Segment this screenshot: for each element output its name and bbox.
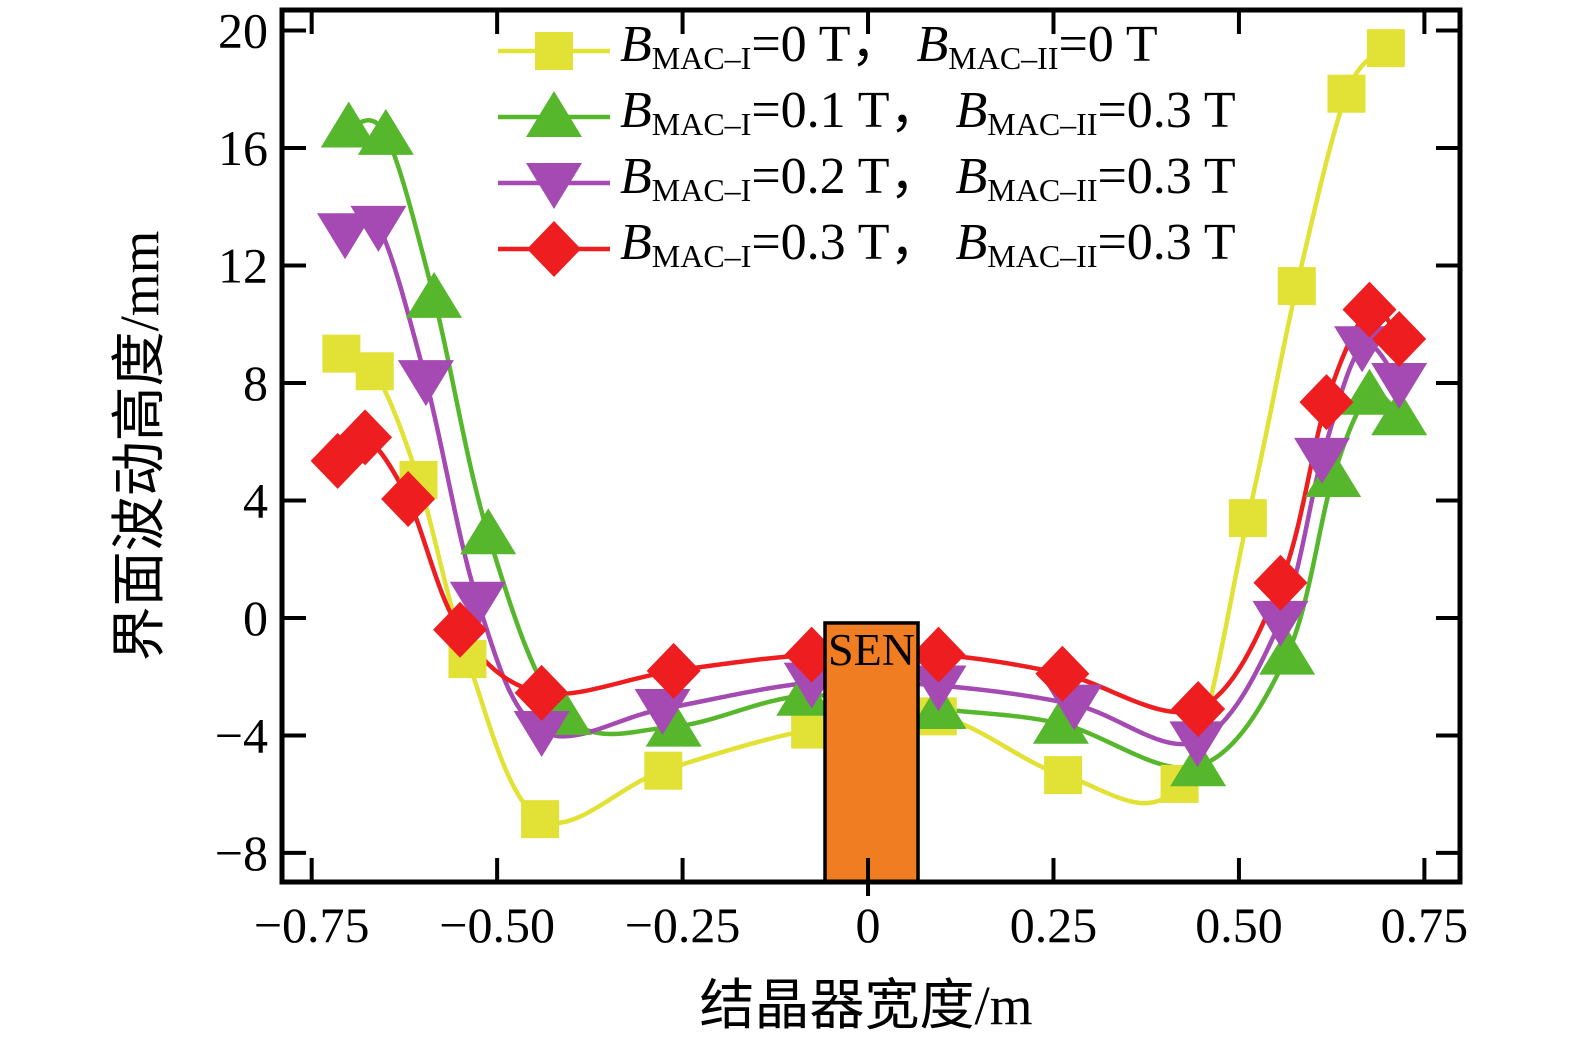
- y-tick-label: 8: [243, 355, 268, 411]
- data-point-marker: [317, 213, 374, 260]
- data-point-marker: [433, 601, 488, 658]
- x-tick-label: −0.25: [625, 897, 741, 953]
- data-point-marker: [1327, 74, 1366, 113]
- legend-item: BMAC–I=0.3 T， BMAC–II=0.3 T: [498, 214, 1236, 282]
- data-point-marker: [1371, 363, 1428, 410]
- data-point-marker: [381, 471, 436, 528]
- data-point-marker: [1277, 267, 1316, 306]
- x-tick-label: 0.50: [1195, 897, 1283, 953]
- data-point-marker: [1342, 281, 1397, 338]
- data-point-marker: [355, 352, 394, 391]
- y-tick-label: 4: [243, 472, 268, 528]
- legend-diamond-icon: [498, 221, 610, 277]
- y-axis-title: 界面波动高度/mm: [109, 230, 170, 662]
- data-point-marker: [1044, 756, 1083, 795]
- data-point-marker: [1341, 368, 1398, 415]
- legend-label: BMAC–I=0 T， BMAC–II=0 T: [620, 15, 1158, 76]
- data-point-marker: [397, 360, 454, 407]
- legend-label: BMAC–I=0.2 T， BMAC–II=0.3 T: [620, 147, 1236, 208]
- data-point-marker: [1371, 389, 1428, 436]
- y-tick-label: −4: [215, 707, 268, 763]
- data-point-marker: [1169, 721, 1226, 768]
- data-point-marker: [1299, 374, 1354, 431]
- data-point-marker: [322, 334, 361, 373]
- data-point-marker: [514, 664, 569, 721]
- data-point-marker: [1035, 645, 1090, 702]
- data-point-marker: [644, 751, 683, 790]
- x-tick-label: 0: [856, 897, 881, 953]
- data-point-marker: [911, 626, 966, 683]
- y-tick-label: 0: [243, 590, 268, 646]
- legend-triangle-up-icon: [498, 91, 610, 137]
- data-point-marker: [338, 409, 393, 466]
- y-tick-label: 20: [218, 3, 268, 59]
- legend-item: BMAC–I=0.1 T， BMAC–II=0.3 T: [498, 82, 1236, 150]
- y-tick-label: 12: [218, 238, 268, 294]
- data-point-marker: [350, 205, 407, 252]
- data-point-marker: [1305, 450, 1362, 497]
- data-point-marker: [645, 700, 702, 747]
- legend: BMAC–I=0 T， BMAC–II=0 T BMAC–I=0.1 T， BMAC–…: [498, 16, 1236, 282]
- legend-label: BMAC–I=0.3 T， BMAC–II=0.3 T: [620, 213, 1236, 274]
- data-point-marker: [910, 665, 967, 712]
- data-point-marker: [460, 508, 517, 555]
- data-point-marker: [1032, 697, 1089, 744]
- data-point-marker: [1228, 499, 1267, 538]
- plot-border: [279, 7, 1463, 885]
- legend-item: BMAC–I=0 T， BMAC–II=0 T: [498, 16, 1236, 84]
- x-tick-label: 0.75: [1381, 897, 1469, 953]
- data-point-marker: [1366, 29, 1405, 68]
- data-point-marker: [1171, 681, 1226, 738]
- legend-triangle-down-icon: [498, 163, 610, 209]
- data-point-marker: [634, 689, 691, 736]
- data-point-marker: [1294, 437, 1351, 484]
- x-axis-title: 结晶器宽度/m: [699, 975, 1033, 1036]
- x-tick-label: −0.50: [439, 897, 555, 953]
- data-point-marker: [406, 271, 463, 318]
- sen-label: SEN: [828, 625, 915, 675]
- data-point-marker: [449, 581, 506, 628]
- data-point-marker: [1259, 628, 1316, 675]
- data-point-marker: [357, 108, 414, 155]
- y-tick-label: 16: [218, 120, 268, 176]
- data-point-marker: [791, 710, 830, 749]
- data-point-marker: [320, 101, 377, 148]
- data-point-marker: [1252, 600, 1309, 647]
- legend-item: BMAC–I=0.2 T， BMAC–II=0.3 T: [498, 148, 1236, 216]
- legend-square-icon: [498, 32, 610, 70]
- data-point-marker: [646, 642, 701, 699]
- data-point-marker: [521, 800, 560, 839]
- y-tick-label: −8: [215, 825, 268, 881]
- legend-label: BMAC–I=0.1 T， BMAC–II=0.3 T: [620, 81, 1236, 142]
- data-point-marker: [1253, 554, 1308, 611]
- data-point-marker: [513, 711, 570, 758]
- x-tick-label: 0.25: [1010, 897, 1098, 953]
- sen-annotation: [823, 621, 920, 884]
- x-tick-label: −0.75: [254, 897, 370, 953]
- data-point-marker: [1372, 310, 1427, 367]
